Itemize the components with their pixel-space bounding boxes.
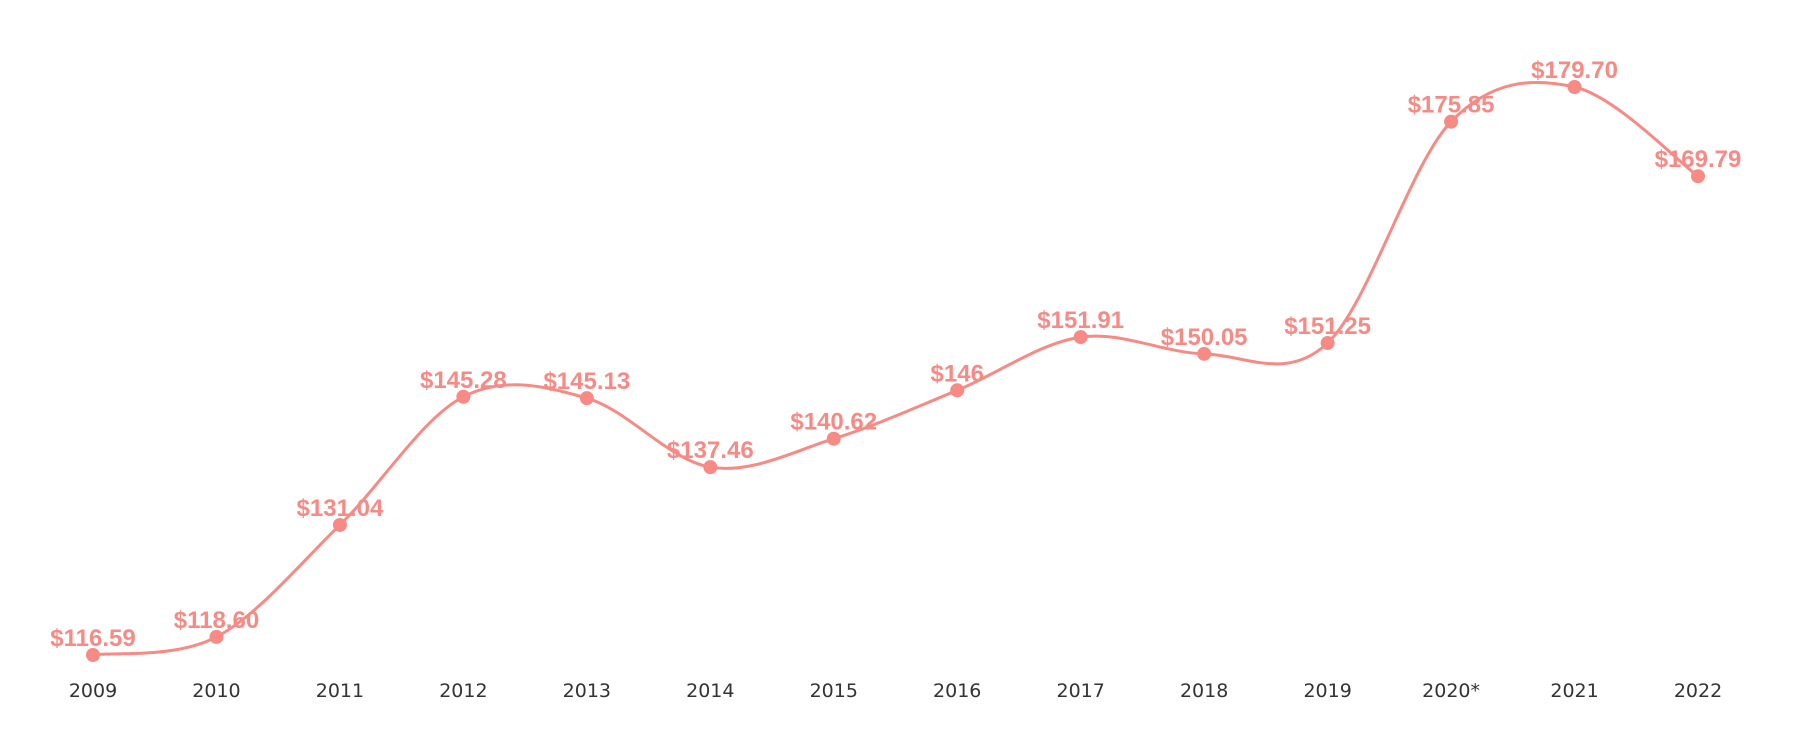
data-label-2018: $150.05	[1161, 324, 1248, 351]
x-tick-label-2014: 2014	[686, 680, 734, 702]
data-label-2013: $145.13	[543, 368, 630, 395]
data-point-2022	[1691, 169, 1705, 184]
data-point-2017	[1073, 330, 1088, 345]
data-label-2016: $146	[931, 360, 984, 387]
x-axis-ticks-layer: 2009 2010 2011 2012 2013 2014 2015 2016 2017 2018…	[69, 680, 1722, 702]
x-tick-label-2015: 2015	[810, 680, 858, 702]
data-label-2022: $169.79	[1655, 146, 1742, 173]
data-label-2015: $140.62	[790, 409, 877, 436]
data-point-2013	[579, 391, 594, 406]
x-tick-label-2011: 2011	[316, 680, 364, 702]
data-point-2014	[703, 460, 718, 475]
data-point-2010	[209, 629, 224, 644]
data-labels-layer: $116.59 $118.60 $131.04 $145.28 $145.13 $137.…	[50, 57, 1741, 652]
x-tick-label-2009: 2009	[69, 680, 117, 702]
x-tick-label-2010: 2010	[192, 680, 240, 702]
series-line	[91, 80, 1700, 657]
data-points-layer	[86, 80, 1705, 662]
x-tick-label-2012: 2012	[439, 680, 487, 702]
data-point-2012	[456, 389, 471, 404]
x-tick-label-2019: 2019	[1303, 680, 1351, 702]
data-label-2014: $137.46	[667, 437, 754, 464]
x-tick-label-2016: 2016	[933, 680, 981, 702]
data-point-2020	[1444, 114, 1459, 129]
x-tick-label-2021: 2021	[1550, 680, 1598, 702]
data-point-2011	[332, 517, 347, 532]
data-point-2009	[86, 648, 100, 662]
data-label-2021: $179.70	[1531, 57, 1618, 84]
data-label-2009: $116.59	[50, 625, 135, 652]
x-tick-label-2017: 2017	[1057, 680, 1105, 702]
x-tick-label-2022: 2022	[1674, 680, 1722, 702]
data-point-2018	[1197, 346, 1212, 361]
data-label-2011: $131.04	[297, 495, 384, 522]
x-tick-label-2020: 2020*	[1422, 680, 1480, 702]
data-point-2016	[950, 383, 965, 398]
x-tick-label-2018: 2018	[1180, 680, 1228, 702]
data-label-2017: $151.91	[1037, 307, 1124, 334]
data-label-2020: $175.85	[1408, 92, 1495, 119]
data-point-2021	[1567, 80, 1582, 94]
data-point-2019	[1320, 336, 1335, 351]
series-line-layer	[91, 80, 1700, 657]
data-label-2010: $118.60	[174, 607, 259, 634]
data-label-2012: $145.28	[420, 367, 507, 394]
x-tick-label-2013: 2013	[563, 680, 611, 702]
data-label-2019: $151.25	[1284, 313, 1371, 340]
data-point-2015	[826, 431, 841, 446]
